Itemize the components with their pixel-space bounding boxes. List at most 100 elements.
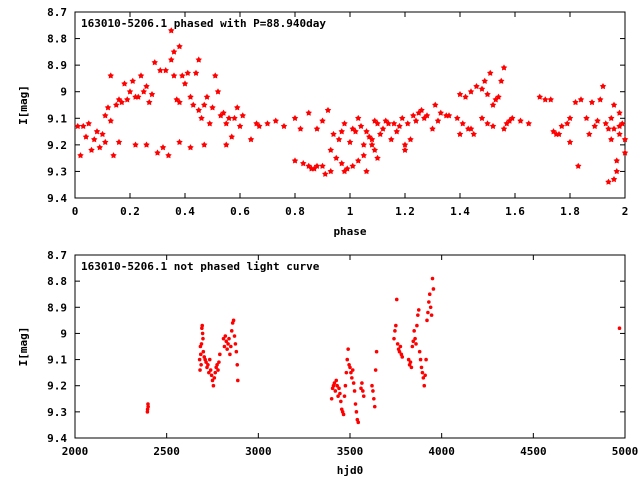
x-tick-label: 1 [347, 205, 354, 218]
data-point [616, 109, 623, 116]
data-point [431, 287, 436, 291]
data-point [610, 176, 618, 183]
data-point [397, 349, 402, 354]
data-point [329, 396, 334, 401]
data-point [566, 138, 574, 145]
data-point [566, 114, 574, 122]
data-point [209, 373, 214, 378]
data-point [162, 67, 169, 74]
data-point [481, 77, 488, 84]
y-tick-label: 9 [60, 86, 67, 99]
data-point [77, 152, 84, 159]
data-point [322, 170, 329, 177]
data-point [208, 368, 213, 372]
data-point [107, 72, 114, 79]
data-point [334, 378, 339, 383]
data-point [200, 323, 205, 328]
data-point [143, 141, 150, 148]
data-point [327, 146, 334, 153]
plot-frame [74, 254, 626, 439]
data-point [96, 144, 103, 151]
data-point [423, 373, 427, 378]
data-point [456, 90, 464, 98]
data-point [85, 120, 92, 127]
data-point [437, 109, 444, 116]
data-point [617, 326, 622, 331]
data-point [198, 368, 202, 372]
data-point [159, 144, 167, 151]
data-point [215, 363, 219, 367]
data-point [412, 117, 420, 124]
data-point [404, 120, 411, 127]
y-tick-label: 9.1 [47, 354, 67, 367]
data-point [379, 125, 387, 132]
data-point [588, 98, 596, 106]
data-point [555, 130, 563, 137]
data-point [341, 168, 348, 175]
plot-title: 163010-5206.1 phased with P=88.940day [81, 17, 326, 30]
data-point [360, 381, 364, 385]
data-point [220, 109, 227, 116]
data-point [132, 141, 139, 148]
plot-frame [74, 11, 626, 199]
data-point [605, 125, 612, 132]
data-point [140, 88, 147, 95]
data-point [357, 122, 365, 130]
data-point [256, 122, 263, 130]
data-point [346, 347, 350, 351]
data-point [473, 83, 480, 90]
data-point [394, 297, 399, 302]
data-point [613, 168, 620, 175]
data-point [621, 149, 629, 156]
data-point [126, 88, 134, 95]
data-point [407, 136, 414, 143]
y-tick-label: 9.1 [47, 112, 67, 125]
phased-light-curve-panel: 0 0.2 0.4 0.6 0.8 1 1.2 1.4 1.6 1.8 2 8.7 8.8 8.9 9 9.1… [17, 6, 628, 238]
data-point [272, 117, 279, 124]
data-point [291, 114, 299, 122]
data-point [216, 368, 220, 372]
data-point [500, 125, 508, 132]
data-point [426, 310, 430, 315]
data-point [412, 329, 416, 333]
data-point [492, 96, 499, 103]
data-point [146, 98, 153, 106]
data-point [411, 339, 416, 344]
data-point [327, 168, 334, 175]
data-point [264, 120, 271, 127]
data-point [217, 112, 224, 119]
data-point [393, 128, 400, 135]
data-point [187, 93, 194, 100]
x-axis-title: hjd0 [337, 464, 364, 477]
x-tick-label: 0.6 [230, 205, 250, 218]
x-tick-label: 1.8 [560, 205, 580, 218]
data-point [227, 336, 231, 341]
data-point [416, 313, 420, 317]
data-point [370, 383, 374, 388]
data-point [478, 85, 486, 92]
data-point [113, 101, 120, 108]
data-point [368, 141, 376, 148]
x-tick-label: 0 [72, 205, 79, 218]
data-point [280, 122, 288, 130]
data-point [225, 114, 233, 122]
data-point [420, 370, 425, 375]
data-point [489, 101, 497, 108]
data-point [487, 69, 494, 76]
data-point [621, 136, 629, 143]
data-point [421, 376, 426, 380]
data-point [197, 357, 202, 362]
data-point [393, 329, 397, 333]
data-point [374, 154, 381, 161]
data-point [330, 130, 337, 137]
data-point [462, 93, 469, 100]
data-point [421, 114, 428, 122]
data-point [297, 125, 304, 132]
data-point [88, 146, 95, 153]
data-point [616, 122, 623, 130]
data-point [203, 93, 211, 100]
data-point [361, 394, 366, 398]
data-point [345, 357, 350, 362]
data-point [305, 109, 312, 116]
data-point [349, 162, 356, 169]
